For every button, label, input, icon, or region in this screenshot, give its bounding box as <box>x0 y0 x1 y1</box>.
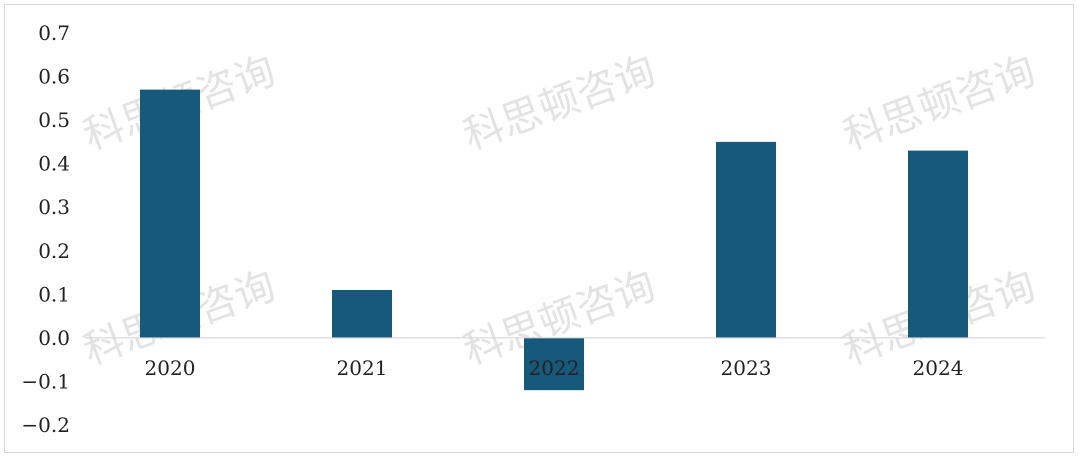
bar-2022 <box>524 337 584 391</box>
x-tick-label-2022: 2022 <box>529 356 580 380</box>
x-axis-labels: 2020 2021 2022 2023 2024 <box>145 356 964 380</box>
y-tick-label: −0.2 <box>21 413 70 437</box>
y-tick-label: −0.1 <box>21 369 70 393</box>
bar-2021 <box>332 289 392 338</box>
y-tick-label: 0.0 <box>38 326 70 350</box>
bar-2020 <box>140 89 200 338</box>
watermarks: 科思顿咨询科思顿咨询科思顿咨询科思顿咨询科思顿咨询科思顿咨询 <box>78 48 1042 375</box>
watermark-text: 科思顿咨询 <box>838 48 1042 160</box>
y-tick-label: 0.7 <box>38 21 70 45</box>
x-tick-label-2020: 2020 <box>145 356 196 380</box>
x-tick-label-2023: 2023 <box>721 356 772 380</box>
x-tick-label-2021: 2021 <box>337 356 388 380</box>
y-tick-label: 0.2 <box>38 239 70 263</box>
x-tick-label-2024: 2024 <box>913 356 964 380</box>
y-axis: 0.7 0.6 0.5 0.4 0.3 0.2 0.1 0.0 −0.1 −0.2 <box>21 21 70 437</box>
y-tick-label: 0.3 <box>38 195 70 219</box>
bar-2024 <box>908 150 968 338</box>
bar-2023 <box>716 141 776 338</box>
y-tick-label: 0.4 <box>38 152 70 176</box>
watermark-text: 科思顿咨询 <box>458 48 662 160</box>
y-tick-label: 0.5 <box>38 108 70 132</box>
y-tick-label: 0.6 <box>38 65 70 89</box>
y-tick-label: 0.1 <box>38 282 70 306</box>
bars <box>140 89 968 391</box>
